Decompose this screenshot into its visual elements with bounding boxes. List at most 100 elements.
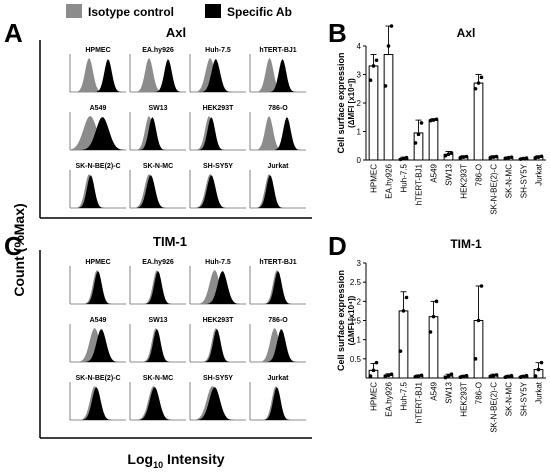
- legend-specific-label: Specific Ab: [227, 5, 292, 19]
- data-point: [518, 157, 523, 161]
- isotype-histogram: [250, 174, 306, 208]
- data-point: [524, 373, 529, 378]
- x-tick-label: 786-O: [475, 164, 484, 186]
- axl-histogram-title: Axl: [166, 25, 186, 40]
- data-point: [383, 374, 388, 378]
- histogram-cell: HEK293T: [189, 317, 246, 363]
- x-tick-label: Jurkat: [535, 381, 544, 404]
- x-tick-label: SH-SY5Y: [520, 163, 529, 198]
- data-point: [416, 132, 421, 137]
- data-point: [446, 374, 451, 378]
- data-point: [518, 375, 523, 380]
- data-point: [434, 299, 439, 304]
- data-point: [521, 156, 526, 161]
- data-point: [458, 155, 463, 160]
- histogram-cell-label: SW13: [148, 317, 167, 324]
- data-point: [368, 374, 373, 378]
- data-point: [434, 117, 439, 122]
- data-point: [371, 64, 376, 68]
- data-point: [374, 360, 379, 365]
- data-point: [419, 373, 424, 378]
- data-point: [443, 375, 448, 380]
- data-point: [524, 156, 529, 160]
- x-tick-label: EA.hy926: [385, 381, 394, 416]
- specific-histogram: [250, 117, 306, 150]
- data-point: [398, 157, 403, 162]
- specific-histogram: [250, 271, 306, 304]
- data-point: [443, 153, 448, 158]
- histogram-x-axis-label: Log10 Intensity: [127, 451, 224, 470]
- specific-histogram: [190, 387, 246, 420]
- y-tick-label: 4: [357, 42, 362, 51]
- data-point: [404, 295, 409, 300]
- data-point: [533, 374, 538, 378]
- data-point: [491, 155, 496, 159]
- histogram-cell-label: SK-N-MC: [143, 163, 173, 170]
- data-point: [461, 155, 466, 159]
- x-tick-label: hTERT-BJ1: [415, 381, 424, 423]
- data-point: [506, 155, 511, 160]
- histogram-cell: SH-SY5Y: [189, 163, 246, 209]
- histogram-cell-label: A549: [90, 317, 107, 324]
- data-point: [494, 154, 499, 159]
- histogram-cell: hTERT-BJ1: [249, 259, 306, 305]
- data-point: [476, 81, 481, 85]
- specific-histogram: [250, 59, 306, 92]
- data-point: [473, 86, 478, 91]
- data-point: [374, 58, 379, 63]
- panel-label-a: A: [4, 18, 23, 48]
- histogram-cell-label: SK-N-MC: [143, 375, 173, 382]
- histogram-cell-label: Huh-7.5: [205, 259, 231, 266]
- histogram-cell-label: HEK293T: [203, 105, 234, 112]
- data-point: [371, 368, 376, 373]
- bar-chart-y-label: Cell surface expression: [336, 52, 346, 153]
- data-point: [509, 155, 514, 159]
- specific-histogram: [190, 175, 246, 208]
- data-point: [536, 367, 541, 372]
- data-point: [419, 121, 424, 125]
- x-tick-label: SW13: [445, 163, 454, 185]
- histogram-cell-label: EA.hy926: [142, 47, 174, 54]
- histogram-y-axis-label: Count (%Max): [11, 203, 27, 296]
- data-point: [413, 375, 418, 379]
- data-point: [476, 318, 481, 323]
- legend-isotype-label: Isotype control: [88, 5, 174, 19]
- histogram-cell-label: SK-N-BE(2)-C: [75, 375, 120, 382]
- x-tick-label: 786-O: [475, 382, 484, 404]
- y-tick-label: 1.5: [350, 317, 362, 326]
- data-point: [509, 373, 514, 378]
- data-point: [464, 373, 469, 378]
- data-point: [389, 24, 394, 28]
- legend-specific-swatch: [205, 4, 221, 18]
- x-tick-label: Jurkat: [535, 163, 544, 186]
- data-point: [494, 373, 499, 377]
- isotype-histogram: [190, 116, 246, 150]
- isotype-histogram: [250, 116, 306, 150]
- data-point: [521, 374, 526, 379]
- data-point: [458, 375, 463, 380]
- tim1-histogram-grid: HPMEC EA.hy926 Huh-7.5 hTERT-BJ1 A549 SW13 HEK…: [69, 259, 306, 421]
- isotype-histogram: [130, 116, 186, 150]
- legend-isotype-swatch: [66, 4, 82, 18]
- data-point: [491, 373, 496, 378]
- x-tick-label: SW13: [445, 381, 454, 403]
- specific-histogram: [130, 387, 186, 420]
- data-point: [464, 154, 469, 159]
- y-tick-label: 2: [357, 297, 362, 306]
- bar: [413, 132, 424, 161]
- isotype-histogram: [70, 58, 126, 92]
- data-point: [539, 154, 544, 159]
- specific-histogram: [190, 329, 246, 362]
- histogram-cell: A549: [69, 105, 126, 151]
- histogram-cell: SK-N-MC: [129, 375, 186, 421]
- x-tick-label: SK-N-BE(2)-C: [490, 164, 499, 215]
- data-point: [383, 84, 388, 88]
- bar-chart-y-sublabel: (ΔMFI [x10⁴]): [347, 295, 356, 345]
- histogram-cell: SW13: [129, 105, 186, 151]
- histogram-cell-label: SW13: [148, 105, 167, 112]
- data-point: [449, 372, 454, 376]
- data-point: [479, 284, 484, 288]
- histogram-cell-label: HPMEC: [85, 259, 110, 266]
- histogram-cell-label: 786-O: [268, 317, 288, 324]
